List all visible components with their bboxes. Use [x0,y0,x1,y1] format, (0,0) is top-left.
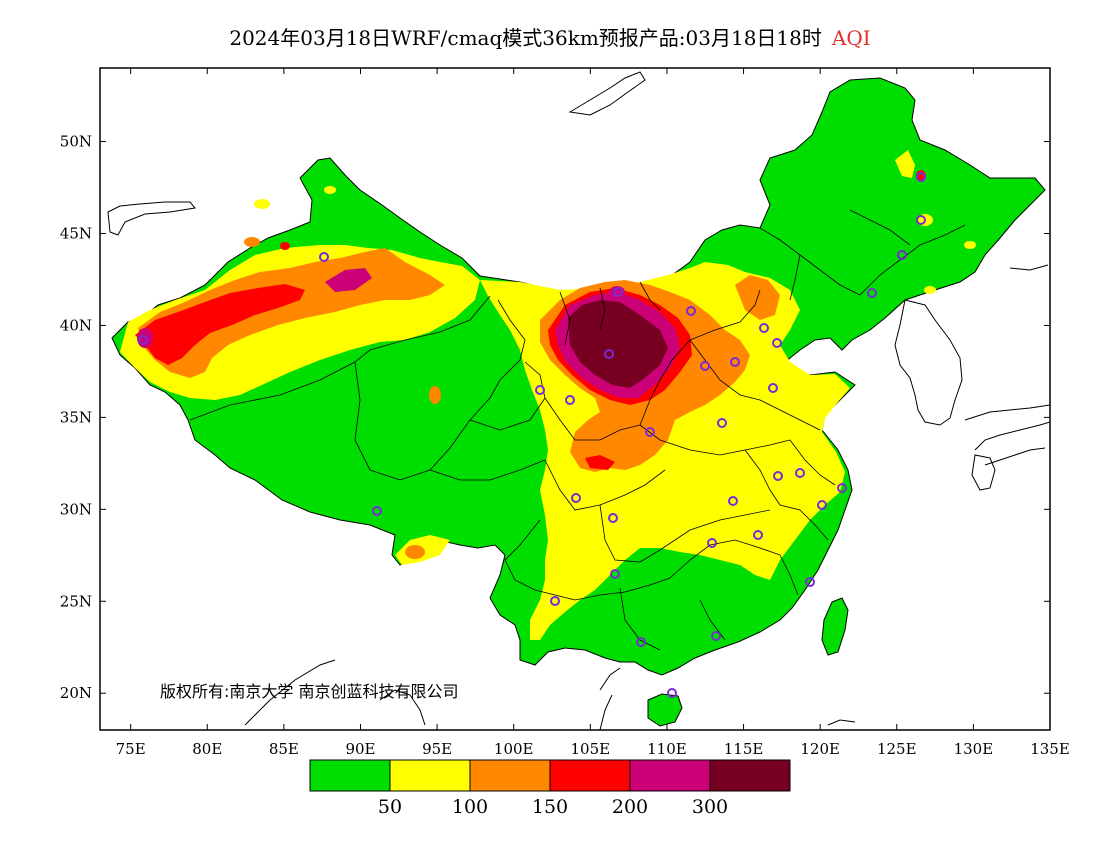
station-marker [773,471,783,481]
lon-tick-label: 90E [345,740,375,758]
legend-swatch [309,759,391,792]
aqi-sensitive-blob [405,545,425,559]
aqi-moderate-blob [964,241,976,249]
aqi-moderate-northeast [895,150,915,178]
lat-tick-label: 40N [60,316,92,334]
lon-tick-label: 95E [422,740,452,758]
station-marker [686,306,696,316]
station-marker [772,338,782,348]
station-marker [636,637,646,647]
lon-tick-label: 115E [724,740,764,758]
station-marker [795,468,805,478]
station-markers [138,172,926,698]
lat-tick-label: 25N [60,592,92,610]
station-marker [837,483,847,493]
legend-label: 300 [692,796,728,818]
map-layers: 版权所有:南京大学 南京创蓝科技有限公司 [107,71,1050,730]
map-title: 2024年03月18日WRF/cmaq模式36km预报产品:03月18日18时 A… [0,22,1100,51]
station-marker [700,361,710,371]
station-marker [897,250,907,260]
aqi-moderate-blob [324,186,336,194]
lon-tick-label: 85E [269,740,299,758]
station-marker [645,427,655,437]
aqi-moderate-blob [254,199,270,209]
station-marker [916,215,926,225]
aqi-moderate-blob [924,286,936,294]
station-marker [768,383,778,393]
station-marker [728,496,738,506]
legend-label: 100 [452,796,488,818]
station-marker [730,357,740,367]
station-marker [711,631,721,641]
station-marker [916,172,926,182]
aqi-very-unhealthy-xinjiang [325,268,372,292]
aqi-unhealthy-blob [280,242,290,250]
aqi-unhealthy-xinjiang [135,284,305,365]
lon-tick-label: 100E [494,740,534,758]
lon-tick-label: 125E [877,740,917,758]
legend-swatch [389,759,471,792]
aqi-legend: 50 100 150 200 300 [309,759,791,818]
legend-label: 150 [532,796,568,818]
lon-tick-label: 75E [116,740,146,758]
legend-swatch [469,759,551,792]
aqi-hazardous-central [568,300,668,388]
aqi-unhealthy-south-patch [585,455,615,470]
title-text: 2024年03月18日WRF/cmaq模式36km预报产品:03月18日18时 [229,26,822,50]
station-marker [319,252,329,262]
hainan-island [647,693,683,727]
taiwan-island [821,597,849,656]
station-marker [867,288,877,298]
station-marker [608,513,618,523]
station-marker [805,577,815,587]
station-marker [753,530,763,540]
station-marker [759,323,769,333]
aqi-sensitive-blob [429,386,441,404]
lon-tick-label: 120E [800,740,840,758]
legend-swatch [549,759,631,792]
station-marker [535,385,545,395]
lon-tick-label: 105E [571,740,611,758]
lat-tick-label: 45N [60,225,92,243]
lat-tick-label: 50N [60,133,92,151]
lon-tick-label: 130E [954,740,994,758]
foreign-coastlines [107,71,1050,730]
station-marker [817,500,827,510]
province-boundaries [189,209,966,651]
latitude-axis: 20N 25N 30N 35N 40N 45N 50N [60,133,1050,702]
copyright-text: 版权所有:南京大学 南京创蓝科技有限公司 [160,682,458,701]
station-marker [550,596,560,606]
station-marker [604,349,614,359]
lat-tick-label: 30N [60,500,92,518]
station-marker [571,493,581,503]
lon-tick-label: 135E [1030,740,1070,758]
legend-swatch [709,759,791,792]
longitude-axis: 75E 80E 85E 90E 95E 100E 105E 110E 115E 120E 125E 1… [116,68,1070,758]
legend-label: 50 [378,796,402,818]
station-marker [717,418,727,428]
station-marker [667,688,677,698]
station-marker [707,538,717,548]
station-marker [138,335,148,345]
legend-swatch [629,759,711,792]
station-marker [613,287,623,297]
lat-tick-label: 35N [60,408,92,426]
aqi-sensitive-blob [244,237,260,247]
lat-tick-label: 20N [60,684,92,702]
lon-tick-label: 80E [192,740,222,758]
station-marker [565,395,575,405]
station-marker [372,506,382,516]
lon-tick-label: 110E [647,740,687,758]
legend-label: 200 [612,796,648,818]
title-variable: AQI [831,26,871,50]
station-marker [610,569,620,579]
